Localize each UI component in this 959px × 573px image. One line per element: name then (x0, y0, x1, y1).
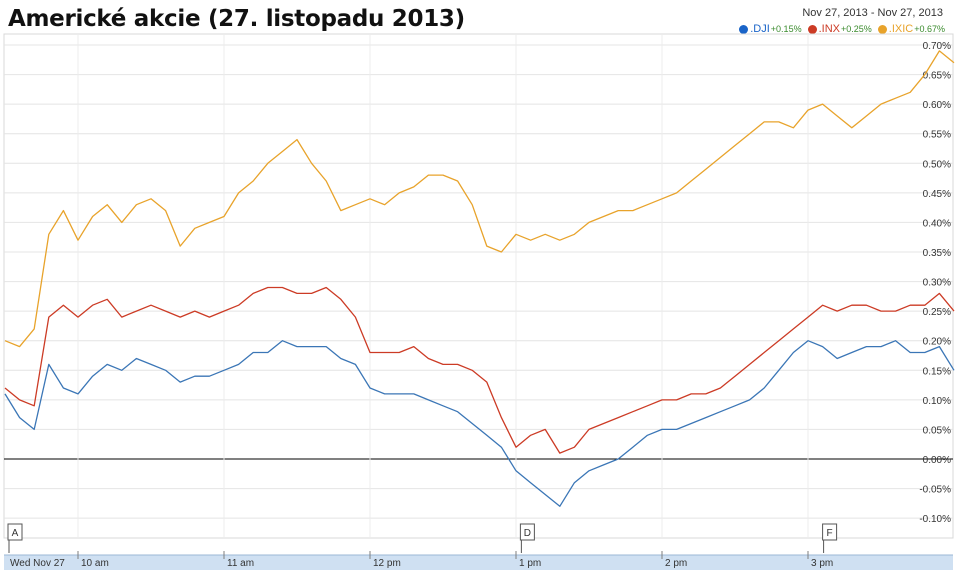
marker-label: D (524, 528, 531, 539)
x-tick-label: 3 pm (811, 558, 833, 569)
x-tick-label: 12 pm (373, 558, 401, 569)
y-tick-label: 0.30% (923, 278, 951, 289)
date-range: Nov 27, 2013 - Nov 27, 2013 (802, 7, 943, 19)
y-tick-label: 0.50% (923, 159, 951, 170)
y-tick-label: 0.70% (923, 41, 951, 52)
y-tick-label: 0.65% (923, 71, 951, 82)
y-tick-label: 0.55% (923, 130, 951, 141)
series-line-dji (4, 340, 955, 507)
marker-label: A (12, 528, 19, 539)
legend-change-dji: +0.15% (770, 24, 802, 34)
plot-area (3, 33, 954, 539)
chart-title: Americké akcie (27. listopadu 2013) (8, 6, 465, 32)
legend-dot-dji-icon (739, 24, 749, 34)
y-tick-label: 0.45% (923, 189, 951, 200)
y-tick-label: 0.40% (923, 218, 951, 229)
x-tick-label: 11 am (227, 558, 254, 569)
x-tick-label: 10 am (81, 558, 109, 569)
y-tick-label: -0.10% (919, 514, 951, 525)
legend-change-inx: +0.25% (840, 24, 872, 34)
x-tick-label: Wed Nov 27 (10, 558, 65, 569)
y-tick-label: 0.25% (923, 307, 951, 318)
legend-dot-ixic-icon (877, 24, 887, 34)
legend-item-ixic[interactable]: .IXIC +0.67% (877, 23, 945, 35)
legend-dot-inx-icon (807, 24, 817, 34)
y-tick-label: 0.05% (923, 425, 951, 436)
x-tick-label: 1 pm (519, 558, 541, 569)
legend-label-inx: .INX (818, 23, 840, 35)
series-line-ixic (4, 50, 955, 348)
marker-label: F (827, 528, 833, 539)
marker-flag[interactable] (7, 523, 23, 541)
y-tick-label: 0.60% (923, 100, 951, 111)
legend: .DJI +0.15% .INX +0.25% .IXIC +0.67% (739, 23, 945, 35)
marker-flag[interactable] (822, 523, 838, 541)
y-tick-label: 0.10% (923, 396, 951, 407)
legend-item-dji[interactable]: .DJI +0.15% (739, 23, 802, 35)
y-tick-label: 0.20% (923, 337, 951, 348)
y-tick-label: 0.15% (923, 366, 951, 377)
x-axis-band (4, 555, 953, 570)
marker-flag[interactable] (519, 523, 535, 541)
legend-label-dji: .DJI (750, 23, 770, 35)
series-line-inx (4, 286, 955, 454)
y-tick-label: 0.35% (923, 248, 951, 259)
legend-label-ixic: .IXIC (888, 23, 914, 35)
x-tick-label: 2 pm (665, 558, 687, 569)
legend-change-ixic: +0.67% (914, 24, 945, 34)
y-tick-label: -0.05% (919, 485, 951, 496)
y-tick-label: 0.00% (923, 455, 951, 466)
legend-item-inx[interactable]: .INX +0.25% (807, 23, 872, 35)
